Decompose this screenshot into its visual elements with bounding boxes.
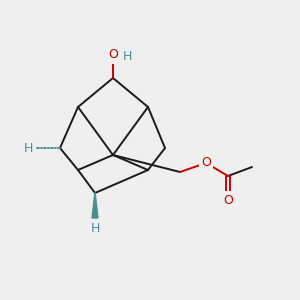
Text: O: O	[108, 49, 118, 62]
Text: H: H	[123, 50, 132, 62]
Text: O: O	[201, 157, 211, 169]
Polygon shape	[92, 193, 98, 218]
Text: H: H	[90, 222, 100, 235]
Text: O: O	[223, 194, 233, 206]
Text: H: H	[24, 142, 33, 154]
